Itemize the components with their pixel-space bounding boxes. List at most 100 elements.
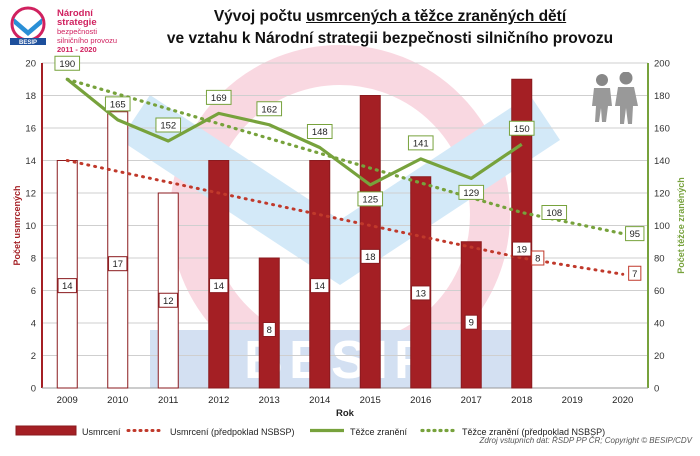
tezce-zraneni-data-label-box <box>256 101 283 117</box>
besip-watermark: BESIP <box>120 45 560 390</box>
tezce-zraneni-data-label-box <box>357 191 384 207</box>
tezce-zraneni-data-label: 152 <box>160 121 176 132</box>
bar-data-label-box <box>360 248 380 264</box>
bar-data-label: 9 <box>469 318 474 329</box>
y-right-tick-label: 100 <box>654 221 670 232</box>
forecast-zraneni-label: 108 <box>546 208 562 219</box>
bar-data-label-box <box>209 278 229 294</box>
y-left-tick-label: 4 <box>31 319 36 330</box>
y-left-tick-label: 20 <box>25 59 36 70</box>
legend-label: Těžce zranění (předpoklad NSBSP) <box>462 427 605 437</box>
x-tick-label: 2019 <box>562 395 583 406</box>
tezce-zraneni-data-label: 162 <box>261 104 277 115</box>
bar-data-label-box <box>464 314 478 330</box>
tezce-zraneni-data-label-box <box>407 135 434 151</box>
y-left-tick-label: 6 <box>31 286 36 297</box>
y-right-tick-label: 0 <box>654 384 659 395</box>
tezce-zraneni-data-label: 169 <box>211 93 227 104</box>
y-left-tick-label: 18 <box>25 91 36 102</box>
forecast-usmrceni-label-box <box>628 265 642 281</box>
nsbsp-logo: BESIP Národní strategie bezpečnosti siln… <box>4 6 124 54</box>
logo-line-4: 2011 - 2020 <box>57 45 97 54</box>
x-axis-label: Rok <box>336 408 355 419</box>
y-left-tick-label: 8 <box>31 254 36 265</box>
bar-data-label: 14 <box>62 281 73 292</box>
bar-usmrceni <box>208 160 230 389</box>
tezce-zraneni-data-label-box <box>104 96 131 112</box>
bar-data-label: 14 <box>213 281 224 292</box>
bar-data-label-box <box>262 322 276 337</box>
tezce-zraneni-data-label: 190 <box>59 59 75 70</box>
forecast-usmrceni-label: 7 <box>632 269 637 280</box>
forecast-zraneni-label: 95 <box>629 229 640 240</box>
tezce-zraneni-data-label-box <box>54 55 81 71</box>
source-note: Zdroj vstupních dat: ŘSDP PP ČR; Copyrig… <box>479 436 693 445</box>
y-left-tick-label: 16 <box>25 124 36 135</box>
bar-data-label: 14 <box>314 281 325 292</box>
line-tezce-zraneni <box>66 78 523 187</box>
tezce-zraneni-data-label-box <box>508 120 535 136</box>
y-left-tick-label: 2 <box>31 351 36 362</box>
y-right-tick-label: 180 <box>654 91 670 102</box>
tezce-zraneni-data-label: 125 <box>362 194 378 205</box>
y-left-tick-label: 0 <box>31 384 36 395</box>
bar-data-label: 13 <box>415 288 426 299</box>
y-right-tick-label: 200 <box>654 59 670 70</box>
x-tick-label: 2009 <box>57 395 78 406</box>
bar-usmrceni <box>511 78 533 389</box>
bar-usmrceni <box>410 176 432 389</box>
x-tick-label: 2020 <box>612 395 633 406</box>
bar-data-label-box <box>158 292 178 308</box>
tezce-zraneni-data-label-box <box>205 89 232 105</box>
logo-line-2: bezpečnosti <box>57 27 98 36</box>
bar-data-label: 19 <box>516 245 527 256</box>
logo-line-1: Národní strategie <box>57 8 97 28</box>
y-right-tick-label: 140 <box>654 156 670 167</box>
forecast-usmrceni-label-box <box>531 250 545 266</box>
tezce-zraneni-data-label: 141 <box>413 138 429 149</box>
bar-data-label: 17 <box>112 259 123 270</box>
bar-data-label-box <box>108 256 128 272</box>
chart-title-line-1: Vývoj počtu usmrcených a těžce zraněných… <box>150 8 630 26</box>
y-right-tick-label: 160 <box>654 124 670 135</box>
bar-data-label-box <box>57 278 77 294</box>
forecast-zraneni-label-box <box>625 226 645 242</box>
logo-line-3: silničního provozu <box>57 36 118 45</box>
x-tick-label: 2012 <box>208 395 229 406</box>
x-tick-label: 2010 <box>107 395 128 406</box>
y-right-axis-label: Počet těžce zraněných <box>676 177 686 274</box>
y-right-tick-label: 60 <box>654 286 665 297</box>
bar-data-label: 18 <box>365 252 376 263</box>
bar-data-label-box <box>310 278 330 294</box>
bar-usmrceni <box>107 111 129 389</box>
legend-swatch-bar <box>15 425 77 436</box>
logo-emblem-icon: BESIP <box>10 6 46 46</box>
y-right-tick-label: 120 <box>654 189 670 200</box>
tezce-zraneni-data-label-box <box>155 117 182 133</box>
children-walking-icon <box>592 72 638 124</box>
bar-data-label-box <box>512 241 532 257</box>
chart-title-underlined: usmrcených a těžce zraněných dětí <box>305 8 567 25</box>
y-left-tick-label: 10 <box>25 221 36 232</box>
y-right-tick-label: 40 <box>654 319 665 330</box>
forecast-usmrceni-label: 8 <box>535 254 540 265</box>
x-tick-label: 2013 <box>259 395 280 406</box>
y-right-tick-label: 80 <box>654 254 665 265</box>
bar-usmrceni <box>359 95 381 389</box>
tezce-zraneni-data-label: 150 <box>514 124 530 135</box>
tezce-zraneni-data-label-box <box>306 124 333 139</box>
bar-data-label: 8 <box>267 325 272 336</box>
x-tick-label: 2018 <box>511 395 532 406</box>
bar-usmrceni <box>309 160 331 389</box>
chart-title-line-2: ve vztahu k Národní strategii bezpečnost… <box>166 30 614 47</box>
y-left-tick-label: 12 <box>25 189 36 200</box>
bar-usmrceni <box>157 192 179 389</box>
legend-label: Usmrcení (předpoklad NSBSP) <box>170 427 295 437</box>
legend-label: Usmrcení <box>82 427 121 437</box>
bar-usmrceni <box>56 160 78 389</box>
tezce-zraneni-data-label: 165 <box>110 99 126 110</box>
x-tick-label: 2016 <box>410 395 431 406</box>
y-right-tick-label: 20 <box>654 351 665 362</box>
